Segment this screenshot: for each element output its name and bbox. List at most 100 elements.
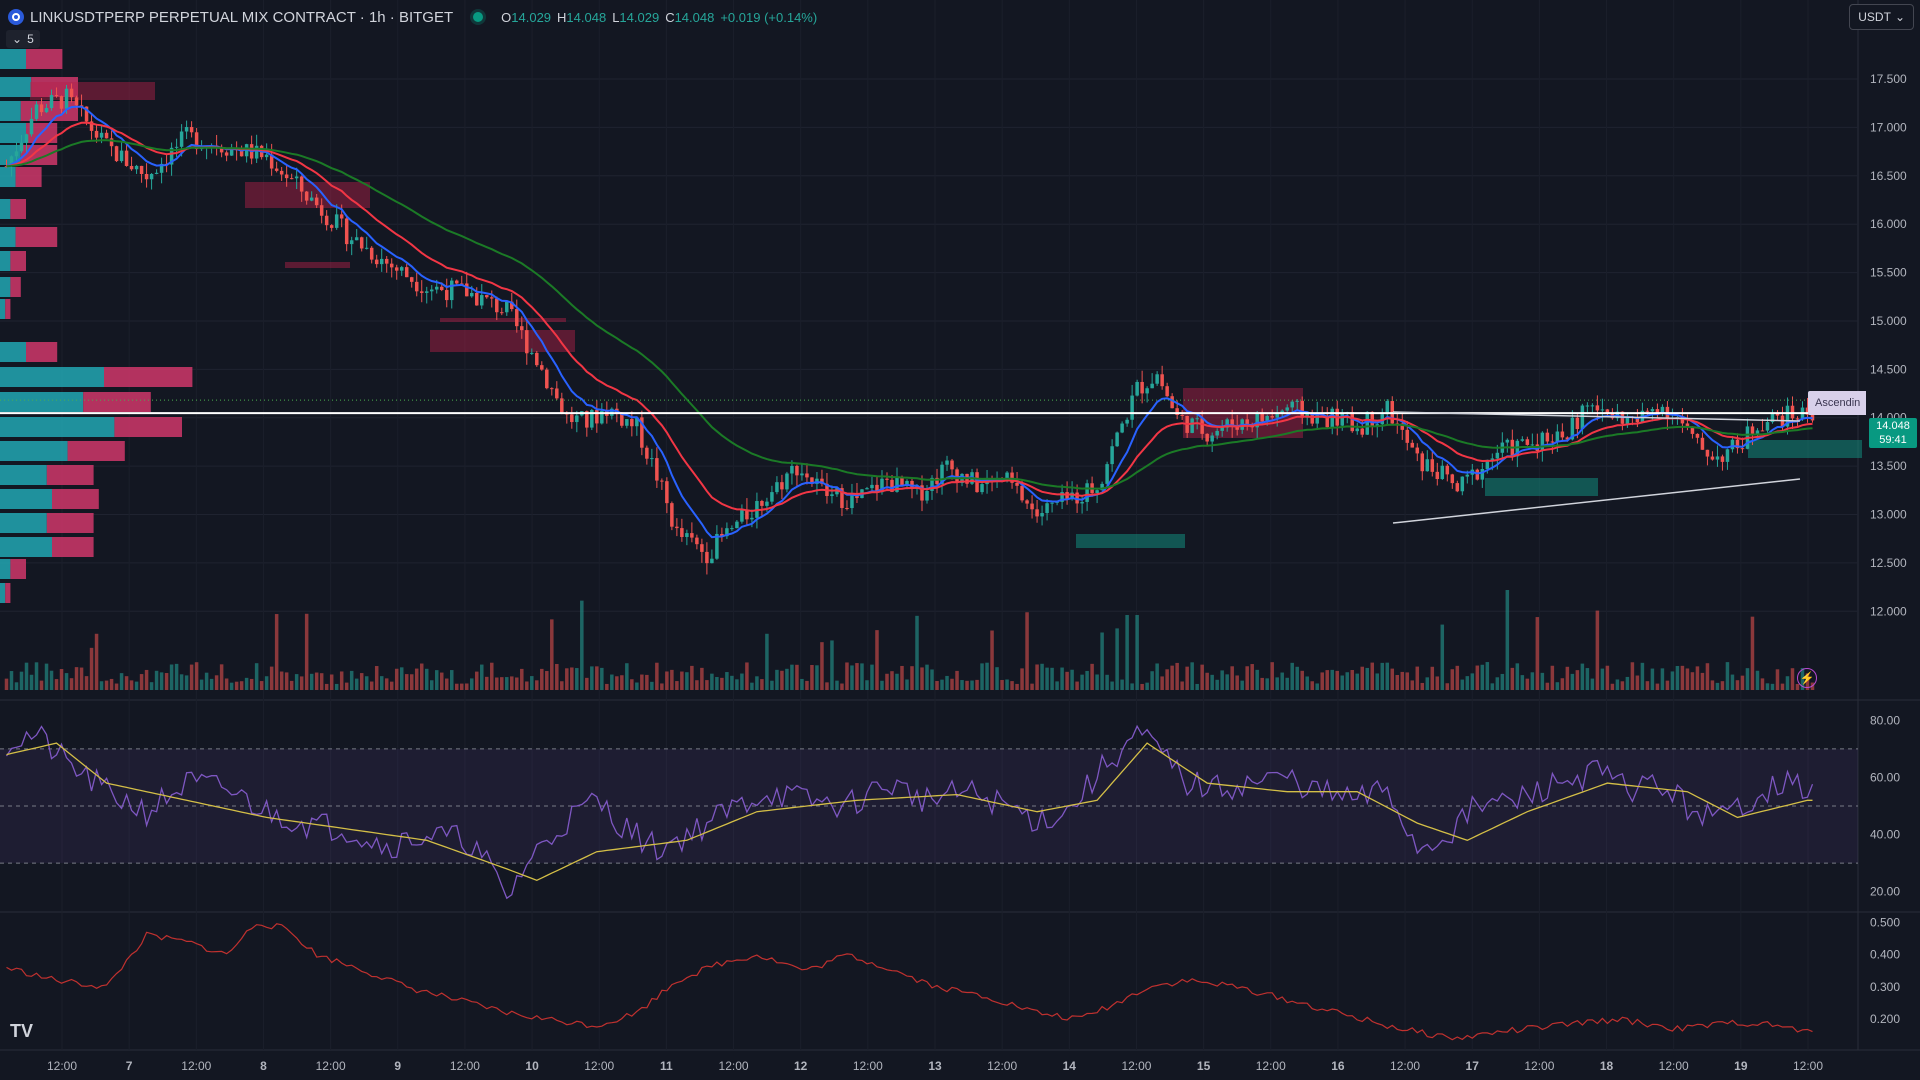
- candle-body: [840, 488, 844, 508]
- triangle-lower-line: [1392, 478, 1801, 524]
- volume-bar: [1795, 683, 1800, 690]
- candle-body: [570, 414, 574, 423]
- volume-profile-bar: [0, 489, 52, 509]
- volume-profile-bar: [0, 392, 84, 412]
- volume-bar: [179, 674, 184, 690]
- volume-bar: [1630, 662, 1635, 690]
- currency-selector[interactable]: USDT ⌄: [1849, 4, 1914, 30]
- volume-bar: [199, 679, 204, 690]
- candle-body: [1285, 407, 1289, 411]
- market-status-icon[interactable]: [473, 12, 484, 22]
- volume-profile-bar: [0, 77, 32, 97]
- tradingview-logo[interactable]: TV: [10, 1021, 34, 1041]
- candle-body: [1030, 503, 1034, 510]
- candle-body: [1790, 405, 1795, 419]
- oscillator-tick-label: 0.300: [1870, 980, 1900, 994]
- volume-bar: [1475, 665, 1480, 690]
- candle-body: [99, 132, 104, 138]
- volume-bar: [515, 677, 519, 690]
- volume-bar: [1180, 681, 1184, 690]
- volume-bar: [1005, 679, 1009, 690]
- volume-bar: [174, 663, 179, 690]
- candle-body: [424, 291, 429, 293]
- volume-bar: [14, 682, 19, 690]
- candle-body: [194, 132, 199, 150]
- time-tick-label: 11: [660, 1059, 673, 1073]
- volume-bar: [1130, 683, 1134, 690]
- lightning-icon[interactable]: ⚡: [1797, 668, 1817, 688]
- volume-bar: [1335, 670, 1339, 690]
- volume-bar: [1365, 667, 1370, 690]
- candle-body: [1560, 431, 1565, 438]
- indicators-toggle[interactable]: ⌄ 5: [6, 30, 40, 48]
- time-tick-label: 12:00: [1659, 1059, 1689, 1073]
- candle-body: [680, 528, 684, 537]
- volume-bar: [550, 619, 554, 690]
- volume-bar: [1710, 680, 1715, 690]
- volume-bar: [349, 670, 354, 690]
- volume-bar: [369, 681, 374, 690]
- volume-bar: [394, 668, 399, 690]
- volume-bar: [660, 683, 664, 690]
- volume-bar: [439, 672, 444, 690]
- volume-bar: [1395, 674, 1400, 690]
- volume-bar: [500, 677, 504, 690]
- volume-bar: [1700, 672, 1705, 690]
- close-label: C: [665, 9, 675, 25]
- supply-zone: [30, 82, 155, 100]
- time-tick-label: 10: [525, 1059, 539, 1073]
- candle-body: [685, 533, 689, 537]
- bar-countdown: 59:41: [1879, 434, 1907, 446]
- symbol-logo-icon[interactable]: [8, 9, 24, 25]
- candle-body: [1785, 405, 1790, 427]
- volume-bar: [790, 664, 794, 690]
- volume-bar: [1505, 590, 1510, 690]
- volume-bar: [1020, 668, 1024, 690]
- price-tick-label: 13.000: [1870, 508, 1907, 522]
- candle-body: [780, 482, 784, 490]
- volume-bar: [505, 677, 509, 690]
- volume-bar: [1490, 683, 1495, 690]
- price-tick-label: 17.500: [1870, 72, 1907, 86]
- volume-bar: [1070, 669, 1074, 690]
- candle-body: [1585, 405, 1590, 407]
- pattern-label[interactable]: Ascendin: [1808, 391, 1866, 415]
- volume-bar: [64, 673, 69, 690]
- symbol-title[interactable]: LINKUSDTPERP PERPETUAL MIX CONTRACT · 1h…: [30, 8, 454, 26]
- volume-bar: [915, 615, 919, 690]
- volume-bar: [424, 668, 429, 690]
- volume-bar: [1235, 675, 1239, 690]
- volume-bar: [1465, 676, 1470, 690]
- volume-bar: [665, 671, 669, 690]
- candle-body: [1700, 437, 1705, 450]
- chart-header: LINKUSDTPERP PERPETUAL MIX CONTRACT · 1h…: [8, 6, 817, 28]
- candle-body: [304, 191, 309, 201]
- volume-bar: [1220, 670, 1224, 690]
- candle-body: [1705, 449, 1710, 457]
- volume-bar: [1075, 681, 1079, 690]
- candle-body: [1590, 405, 1595, 407]
- volume-bar: [164, 673, 169, 690]
- volume-bar: [590, 666, 594, 690]
- candle-body: [314, 197, 319, 206]
- volume-bar: [540, 668, 544, 690]
- volume-bar: [595, 666, 599, 690]
- candle-body: [319, 205, 324, 216]
- volume-bar: [79, 667, 84, 690]
- volume-bar: [760, 679, 764, 690]
- candle-body: [1225, 419, 1229, 428]
- candle-body: [1385, 401, 1390, 415]
- volume-profile-bar: [0, 199, 11, 219]
- candle-body: [745, 509, 749, 520]
- candle-body: [1795, 418, 1800, 420]
- candle-body: [1325, 415, 1329, 428]
- candle-body: [264, 154, 269, 158]
- candle-body: [354, 237, 359, 241]
- volume-bar: [1750, 616, 1755, 690]
- volume-bar: [454, 683, 459, 690]
- volume-bar: [99, 681, 104, 690]
- candle-body: [1165, 386, 1169, 397]
- volume-bar: [1610, 683, 1615, 690]
- volume-bar: [409, 674, 414, 690]
